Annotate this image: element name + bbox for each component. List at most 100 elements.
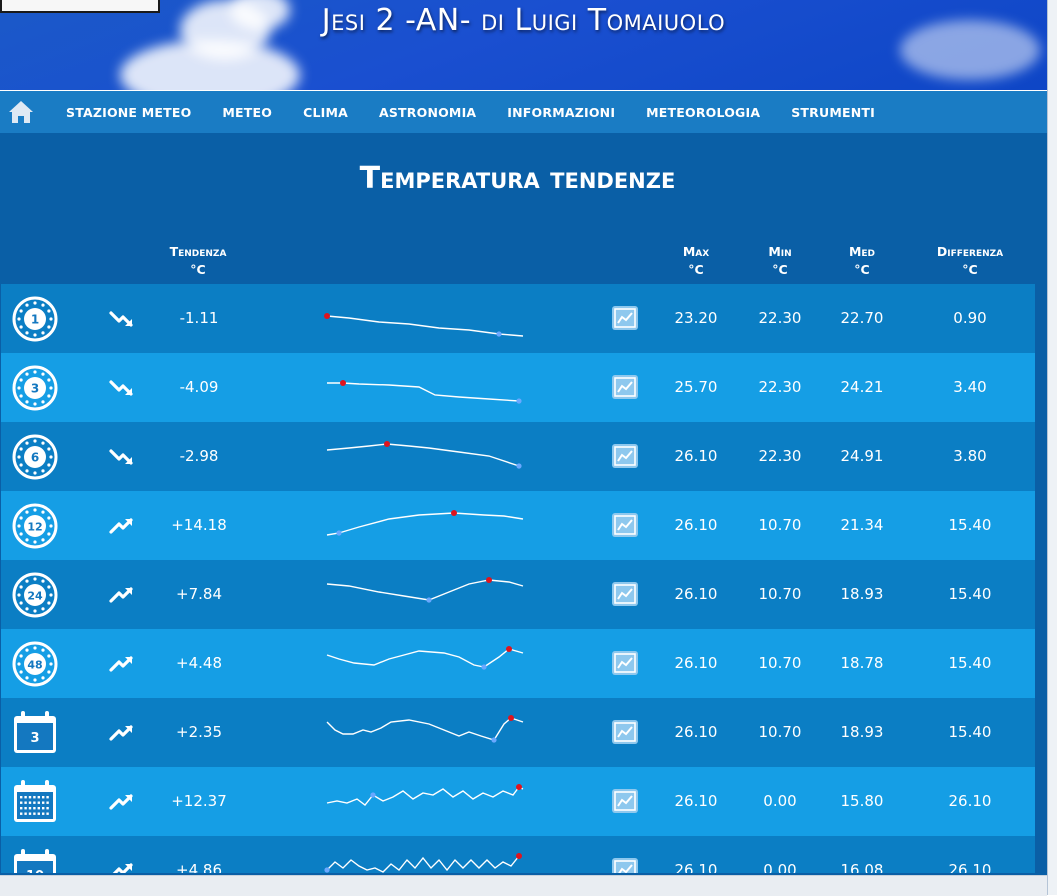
min-value: 10.70 bbox=[758, 516, 802, 534]
med-value: 22.70 bbox=[840, 309, 884, 327]
nav-item-clima[interactable]: CLIMA bbox=[303, 104, 348, 120]
table-row: +12.37 26.10 0.00 15.80 26.10 bbox=[1, 767, 1035, 836]
trend-value: -1.11 bbox=[179, 309, 219, 327]
sparkline-path bbox=[326, 579, 524, 601]
period-label: 6 bbox=[31, 451, 39, 465]
diff-value: 26.10 bbox=[948, 792, 992, 810]
max-value: 26.10 bbox=[674, 585, 718, 603]
chart-view-icon[interactable] bbox=[611, 374, 639, 400]
clock-icon: 1 bbox=[12, 296, 58, 342]
column-header-min: Min °C bbox=[744, 243, 816, 279]
sparkline-path bbox=[326, 443, 520, 467]
diff-value: 0.90 bbox=[953, 309, 987, 327]
nav-item-meteorologia[interactable]: METEOROLOGIA bbox=[646, 104, 761, 120]
table-row: 6 -2.98 26.10 22.30 24.91 3.80 bbox=[1, 422, 1035, 491]
table-row: 48 +4.48 26.10 10.70 18.78 15.40 bbox=[1, 629, 1035, 698]
table-row: 24 +7.84 26.10 10.70 18.93 15.40 bbox=[1, 560, 1035, 629]
trend-table: 1 -1.11 23.20 22.30 22.70 0.90 3 -4.09 25.70 22.3… bbox=[1, 284, 1035, 873]
nav-item-strumenti[interactable]: STRUMENTI bbox=[791, 104, 875, 120]
diff-value: 15.40 bbox=[948, 585, 992, 603]
max-value: 26.10 bbox=[674, 861, 718, 873]
diff-value: 3.40 bbox=[953, 378, 987, 396]
trend-up-icon bbox=[109, 794, 133, 810]
trend-value: +7.84 bbox=[176, 585, 222, 603]
chart-view-icon[interactable] bbox=[611, 305, 639, 331]
med-value: 18.93 bbox=[840, 585, 884, 603]
nav-item-informazioni[interactable]: INFORMAZIONI bbox=[507, 104, 616, 120]
trend-up-icon bbox=[109, 656, 133, 672]
sparkline-max-marker bbox=[506, 646, 512, 652]
chart-view-icon[interactable] bbox=[611, 650, 639, 676]
column-header-max-label: Max bbox=[682, 244, 710, 259]
nav-item-stazione-meteo[interactable]: STAZIONE METEO bbox=[66, 104, 192, 120]
min-value: 10.70 bbox=[758, 585, 802, 603]
column-header-med: Med °C bbox=[826, 243, 898, 279]
column-header-max-unit: °C bbox=[688, 262, 704, 277]
site-title: Jesi 2 -AN- di Luigi Tomaiuolo bbox=[321, 3, 726, 38]
sparkline-max-marker bbox=[486, 577, 492, 583]
med-value: 24.91 bbox=[840, 447, 884, 465]
trend-panel: Temperatura tendenze Tendenza °C Max °C … bbox=[0, 133, 1035, 873]
max-value: 23.20 bbox=[674, 309, 718, 327]
header-search-box[interactable] bbox=[0, 0, 160, 13]
nav-item-astronomia[interactable]: ASTRONOMIA bbox=[378, 104, 477, 120]
table-row: 3 +2.35 26.10 10.70 18.93 15.40 bbox=[1, 698, 1035, 767]
sparkline-min-marker bbox=[324, 867, 330, 873]
column-header-trend: Tendenza °C bbox=[150, 243, 246, 279]
calendar-icon: 10 bbox=[14, 849, 56, 873]
min-value: 10.70 bbox=[758, 654, 802, 672]
window-scroll-edge bbox=[1047, 0, 1057, 895]
trend-down-icon bbox=[109, 311, 133, 327]
column-header-med-label: Med bbox=[848, 244, 876, 259]
trend-up-icon bbox=[112, 863, 133, 873]
trend-value: +4.86 bbox=[176, 861, 222, 873]
column-header-diff: Differenza °C bbox=[920, 243, 1020, 279]
max-value: 26.10 bbox=[674, 792, 718, 810]
chart-view-icon[interactable] bbox=[611, 788, 639, 814]
home-icon[interactable] bbox=[6, 97, 36, 127]
clock-icon: 3 bbox=[12, 365, 58, 411]
temperature-sparkline bbox=[324, 853, 522, 873]
site-header: Jesi 2 -AN- di Luigi Tomaiuolo bbox=[0, 0, 1047, 90]
trend-up-icon bbox=[109, 725, 133, 741]
chart-view-icon[interactable] bbox=[611, 512, 639, 538]
clock-icon: 12 bbox=[12, 503, 58, 549]
trend-value: +4.48 bbox=[176, 654, 222, 672]
min-value: 22.30 bbox=[758, 447, 802, 465]
trend-value: +2.35 bbox=[176, 723, 222, 741]
column-header-med-unit: °C bbox=[854, 262, 870, 277]
period-label: 3 bbox=[30, 731, 39, 746]
sparkline-max-marker bbox=[516, 784, 522, 790]
temperature-sparkline bbox=[326, 646, 524, 670]
sparkline-path bbox=[326, 648, 524, 668]
sparkline-min-marker bbox=[426, 597, 432, 603]
column-header-min-unit: °C bbox=[772, 262, 788, 277]
period-label: 10 bbox=[26, 869, 44, 873]
sparkline-path bbox=[326, 855, 520, 873]
sparkline-max-marker bbox=[516, 853, 522, 859]
window-bottom-bar bbox=[0, 875, 1047, 896]
sparkline-min-marker bbox=[481, 664, 487, 670]
column-header-trend-label: Tendenza bbox=[169, 244, 227, 259]
sparkline-max-marker bbox=[340, 380, 346, 386]
sparkline-min-marker bbox=[496, 331, 502, 337]
cloud-decoration bbox=[900, 20, 1040, 80]
period-label: 24 bbox=[27, 590, 43, 603]
trend-value: -2.98 bbox=[179, 447, 219, 465]
max-value: 25.70 bbox=[674, 378, 718, 396]
nav-item-meteo[interactable]: METEO bbox=[222, 104, 273, 120]
period-label: 12 bbox=[27, 521, 42, 534]
sparkline-min-marker bbox=[516, 398, 522, 404]
column-header-min-label: Min bbox=[768, 244, 792, 259]
chart-view-icon[interactable] bbox=[611, 443, 639, 469]
column-header-trend-unit: °C bbox=[190, 262, 206, 277]
chart-view-icon[interactable] bbox=[611, 857, 639, 873]
diff-value: 15.40 bbox=[948, 516, 992, 534]
page-title: Temperatura tendenze bbox=[359, 161, 676, 196]
trend-value: -4.09 bbox=[179, 378, 219, 396]
temperature-sparkline bbox=[326, 577, 524, 603]
chart-view-icon[interactable] bbox=[611, 581, 639, 607]
period-label: 1 bbox=[31, 313, 39, 327]
chart-view-icon[interactable] bbox=[611, 719, 639, 745]
temperature-sparkline bbox=[326, 510, 524, 536]
